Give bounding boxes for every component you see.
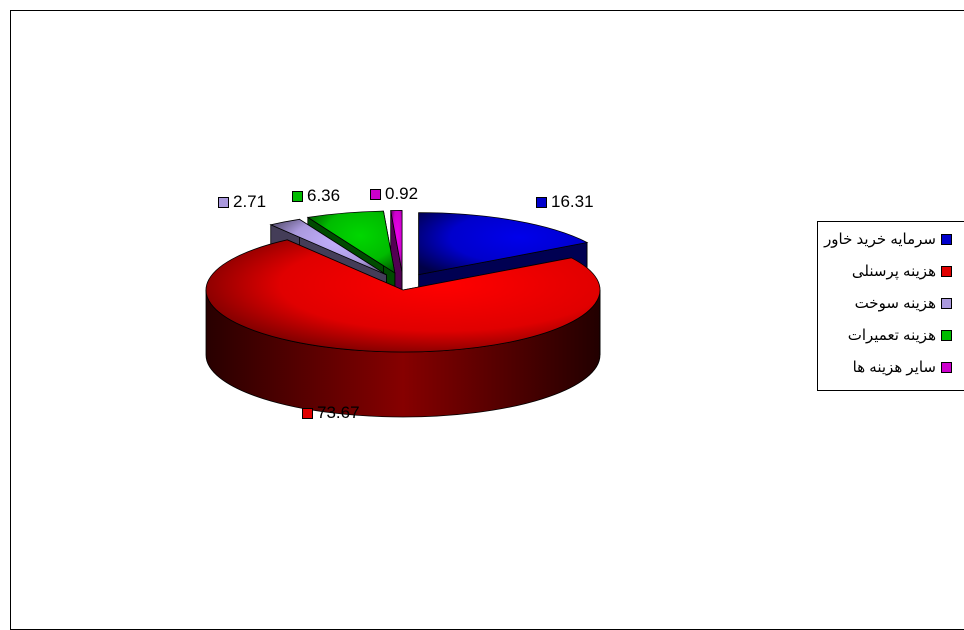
label-swatch-3 xyxy=(292,190,303,202)
label-swatch-2 xyxy=(218,196,229,208)
legend-swatch-4 xyxy=(941,361,952,373)
data-label-text-0: 16.31 xyxy=(551,192,594,211)
data-label-text-1: 73.67 xyxy=(317,403,360,422)
legend-item-4: سایر هزینه ها xyxy=(853,358,952,376)
legend-swatch-2 xyxy=(941,297,952,309)
legend-text-0: سرمایه خرید خاور xyxy=(824,231,936,248)
data-label-text-3: 6.36 xyxy=(307,186,341,205)
pie-slice-top-3 xyxy=(306,210,396,274)
legend-swatch-3 xyxy=(941,329,952,341)
label-swatch-0 xyxy=(536,196,547,208)
legend-swatch-0 xyxy=(941,233,952,245)
data-label-text-4: 0.92 xyxy=(385,184,419,203)
legend-item-1: هزینه پرسنلی xyxy=(852,262,952,280)
data-label-1: 73.67 xyxy=(302,403,360,423)
data-label-3: 6.36 xyxy=(292,186,340,206)
pie-slice-top-2 xyxy=(269,218,387,276)
legend-text-2: هزینه سوخت xyxy=(854,295,936,312)
legend-item-2: هزینه سوخت xyxy=(855,294,952,312)
legend-text-1: هزینه پرسنلی xyxy=(851,263,936,280)
data-label-2: 2.71 xyxy=(218,192,266,212)
legend-item-0: سرمایه خرید خاور xyxy=(824,230,952,248)
legend-text-4: سایر هزینه ها xyxy=(852,359,936,376)
label-swatch-1 xyxy=(302,407,313,419)
legend-text-3: هزینه تعمیرات xyxy=(847,327,936,344)
data-label-text-2: 2.71 xyxy=(233,192,267,211)
data-label-0: 16.31 xyxy=(536,192,594,212)
chart-legend: سرمایه خرید خاور هزینه پرسنلی هزینه سوخت… xyxy=(817,221,964,391)
legend-swatch-1 xyxy=(941,265,952,277)
pie-chart xyxy=(205,210,601,418)
label-swatch-4 xyxy=(370,188,381,200)
data-label-4: 0.92 xyxy=(370,184,418,204)
pie-slice-top-4 xyxy=(390,210,403,273)
pie-slice-top-1 xyxy=(205,239,601,353)
legend-item-3: هزینه تعمیرات xyxy=(848,326,952,344)
pie-slice-top-0 xyxy=(418,212,589,276)
pie-slice-1 xyxy=(205,239,601,418)
